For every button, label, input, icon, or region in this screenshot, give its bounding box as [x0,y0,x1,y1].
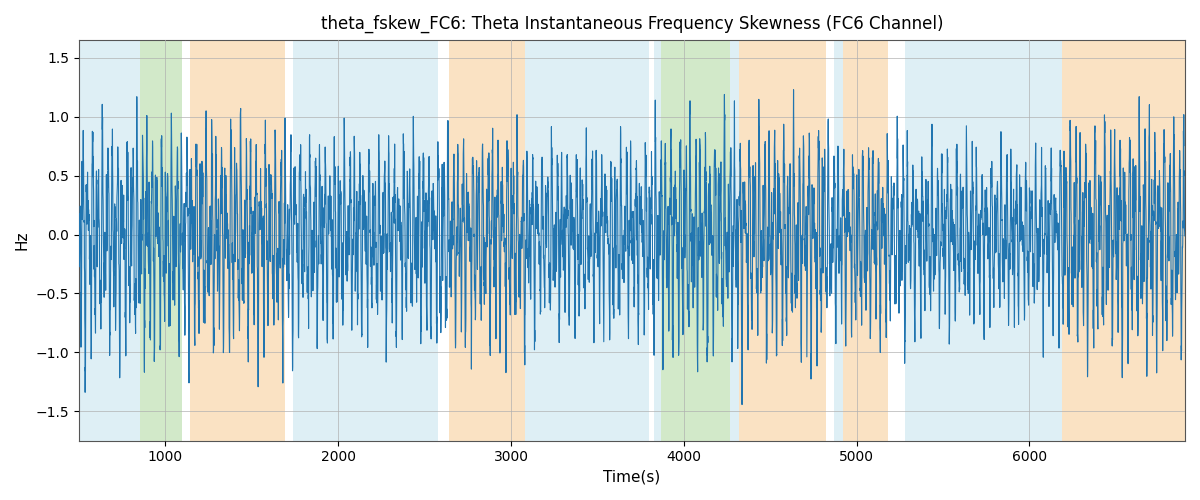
Bar [661,40,731,440]
Bar [449,40,524,440]
Bar [79,40,140,440]
Y-axis label: Hz: Hz [14,230,30,250]
Bar [524,40,649,440]
X-axis label: Time(s): Time(s) [604,470,660,485]
Bar [654,40,661,440]
Bar [905,40,1062,440]
Bar [842,40,888,440]
Title: theta_fskew_FC6: Theta Instantaneous Frequency Skewness (FC6 Channel): theta_fskew_FC6: Theta Instantaneous Fre… [320,15,943,34]
Bar [190,40,284,440]
Bar [731,40,739,440]
Bar [293,40,438,440]
Bar [834,40,842,440]
Bar [140,40,181,440]
Bar [739,40,826,440]
Bar [1062,40,1186,440]
